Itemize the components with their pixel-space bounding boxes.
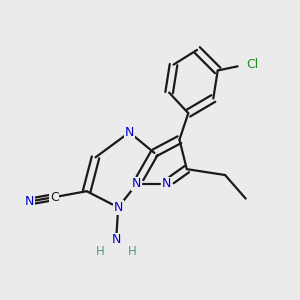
Text: N: N (132, 177, 141, 190)
Text: H: H (128, 245, 137, 258)
Text: N: N (112, 233, 121, 246)
Text: N: N (125, 126, 134, 139)
Text: Cl: Cl (246, 58, 258, 71)
Text: N: N (161, 177, 171, 190)
Text: N: N (113, 201, 123, 214)
Text: C: C (50, 190, 59, 204)
Text: H: H (96, 245, 104, 258)
Text: N: N (25, 195, 34, 208)
